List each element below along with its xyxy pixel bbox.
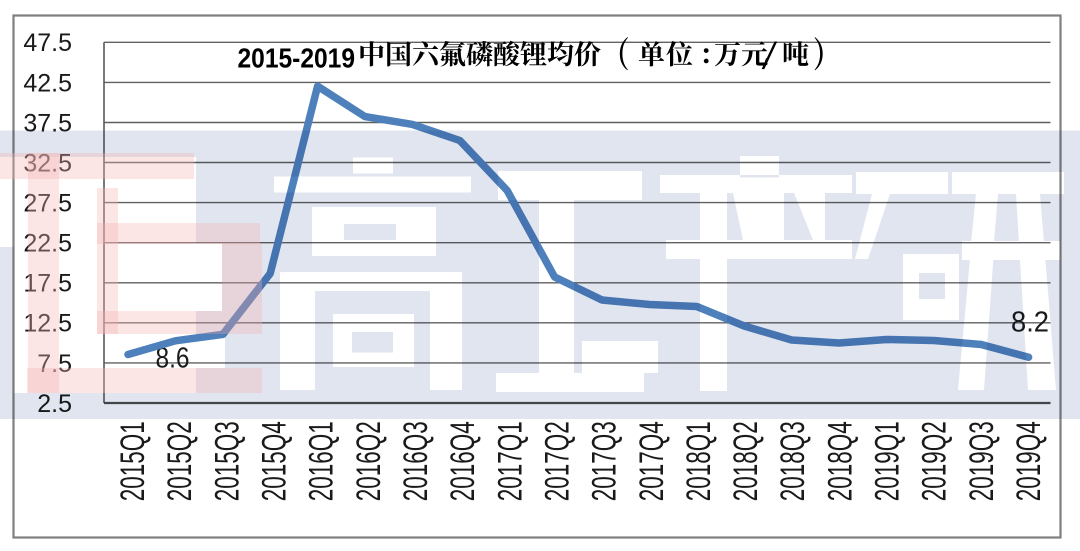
svg-text:2019Q1: 2019Q1 <box>869 421 907 501</box>
svg-text:2018Q3: 2018Q3 <box>774 421 812 501</box>
svg-text:2016Q2: 2016Q2 <box>350 421 388 501</box>
svg-text:2015Q1: 2015Q1 <box>114 421 152 501</box>
svg-text:2017Q4: 2017Q4 <box>633 421 671 501</box>
svg-text:17.5: 17.5 <box>23 270 72 298</box>
svg-text:2015Q3: 2015Q3 <box>208 421 246 501</box>
svg-text:2018Q4: 2018Q4 <box>821 421 859 501</box>
svg-text:2015-2019: 2015-2019 <box>238 43 356 74</box>
svg-text:2017Q1: 2017Q1 <box>491 421 529 501</box>
svg-text:2016Q1: 2016Q1 <box>303 421 341 501</box>
svg-text:22.5: 22.5 <box>23 230 72 258</box>
svg-text:2018Q2: 2018Q2 <box>727 421 765 501</box>
svg-text:2016Q3: 2016Q3 <box>397 421 435 501</box>
svg-text:2019Q4: 2019Q4 <box>1010 421 1048 501</box>
svg-text:2015Q2: 2015Q2 <box>161 421 199 501</box>
svg-text:2017Q2: 2017Q2 <box>538 421 576 501</box>
svg-text:2019Q2: 2019Q2 <box>916 421 954 501</box>
svg-text:42.5: 42.5 <box>23 69 72 97</box>
svg-text:2018Q1: 2018Q1 <box>680 421 718 501</box>
svg-text:27.5: 27.5 <box>23 190 72 218</box>
svg-text:47.5: 47.5 <box>23 29 72 57</box>
svg-text:7.5: 7.5 <box>37 350 72 378</box>
svg-text:2017Q3: 2017Q3 <box>586 421 624 501</box>
svg-text:2016Q4: 2016Q4 <box>444 421 482 501</box>
svg-text:12.5: 12.5 <box>23 310 72 338</box>
svg-text:2019Q3: 2019Q3 <box>963 421 1001 501</box>
svg-text:2015Q4: 2015Q4 <box>256 421 294 501</box>
